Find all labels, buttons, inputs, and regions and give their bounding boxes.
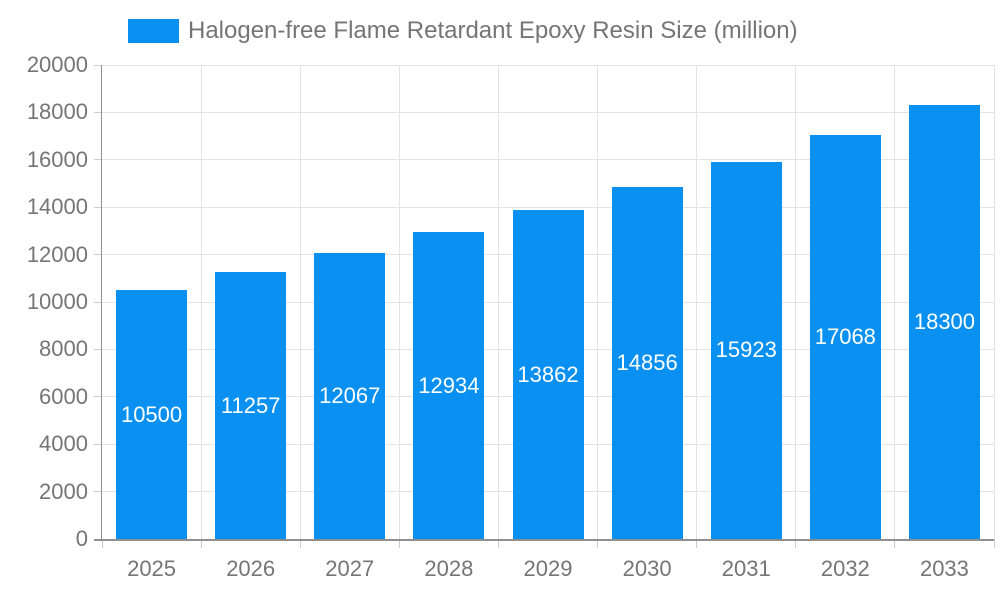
y-axis-tick-label: 8000 <box>39 336 88 362</box>
plot-area: 10500 11257 12067 12934 13862 14856 15923 17068… <box>102 64 995 539</box>
legend-swatch <box>128 19 179 43</box>
bar: 17068 <box>809 134 881 539</box>
y-axis-tick-label: 2000 <box>39 478 88 504</box>
grid-line-horizontal <box>102 206 994 208</box>
y-axis-tick-label: 4000 <box>39 431 88 457</box>
grid-line-vertical <box>299 65 301 539</box>
x-axis-tick-label: 2033 <box>919 556 969 581</box>
y-axis-tick-label: 12000 <box>26 241 88 267</box>
y-axis-line <box>100 65 102 539</box>
x-axis-tick <box>299 539 301 548</box>
y-axis-tick-label: 18000 <box>26 99 88 125</box>
bar: 14856 <box>611 186 683 539</box>
bar: 12934 <box>413 232 485 539</box>
x-axis-tick <box>597 539 599 548</box>
bar: 13862 <box>512 210 584 539</box>
y-axis-tick-label: 10000 <box>26 289 88 314</box>
y-axis-tick-label: 16000 <box>26 146 88 172</box>
bar-value-label: 15923 <box>715 337 777 363</box>
grid-line-vertical <box>497 65 499 539</box>
x-axis-tick <box>696 539 698 548</box>
x-axis-tick <box>497 539 499 548</box>
x-axis-tick-label: 2032 <box>820 556 870 581</box>
grid-line-horizontal <box>102 64 994 66</box>
grid-line-vertical <box>398 65 400 539</box>
grid-line-vertical <box>696 65 698 539</box>
x-axis-tick-label: 2028 <box>424 556 474 581</box>
grid-line-horizontal <box>102 159 994 161</box>
x-axis-tick <box>101 539 103 548</box>
grid-line-vertical <box>993 65 995 539</box>
y-axis-tick <box>94 111 102 113</box>
x-axis-line <box>94 539 994 541</box>
x-axis-tick-label: 2025 <box>127 556 177 581</box>
x-axis-tick-label: 2029 <box>523 556 573 581</box>
bar-value-label: 10500 <box>120 401 183 427</box>
bar-value-label: 12934 <box>418 372 480 398</box>
x-axis-tick <box>993 539 995 548</box>
grid-line-vertical <box>894 65 896 539</box>
x-axis-tick-label: 2031 <box>721 556 771 581</box>
x-axis-tick <box>398 539 400 548</box>
y-axis-tick-label: 0 <box>75 526 88 551</box>
grid-line-vertical <box>200 65 202 539</box>
x-axis-tick-label: 2027 <box>325 556 375 581</box>
bar-value-label: 14856 <box>616 349 678 375</box>
y-axis-tick-label: 14000 <box>26 194 88 220</box>
x-axis-tick <box>795 539 797 548</box>
x-axis-tick-label: 2030 <box>622 556 672 581</box>
grid-line-vertical <box>795 65 797 539</box>
y-axis-tick <box>94 254 102 256</box>
chart-title: Halogen-free Flame Retardant Epoxy Resin… <box>188 17 798 44</box>
x-axis-tick <box>200 539 202 548</box>
bar: 12067 <box>314 253 386 539</box>
y-axis-tick <box>94 396 102 398</box>
bar-value-label: 12067 <box>319 383 381 408</box>
bar-value-label: 17068 <box>814 323 876 349</box>
y-axis-tick <box>94 301 102 303</box>
y-axis-tick-label: 6000 <box>39 383 88 409</box>
bar-value-label: 11257 <box>220 392 281 418</box>
y-axis-tick <box>94 491 102 493</box>
y-axis-tick <box>94 443 102 445</box>
bar-value-label: 13862 <box>517 361 579 387</box>
legend-item[interactable]: Halogen-free Flame Retardant Epoxy Resin… <box>128 17 798 45</box>
y-axis-tick <box>94 206 102 208</box>
y-axis-tick <box>94 64 102 66</box>
x-axis-tick <box>894 539 896 548</box>
y-axis-tick-label: 20000 <box>26 52 88 77</box>
bar: 10500 <box>116 290 188 539</box>
bar: 15923 <box>710 161 782 539</box>
y-axis-tick <box>94 159 102 161</box>
bar: 11257 <box>215 272 287 539</box>
grid-line-vertical <box>597 65 599 539</box>
bar: 18300 <box>908 105 980 539</box>
y-axis-tick <box>94 348 102 350</box>
bar-value-label: 18300 <box>913 309 976 335</box>
x-axis-tick-label: 2026 <box>226 556 276 581</box>
grid-line-horizontal <box>102 111 994 113</box>
